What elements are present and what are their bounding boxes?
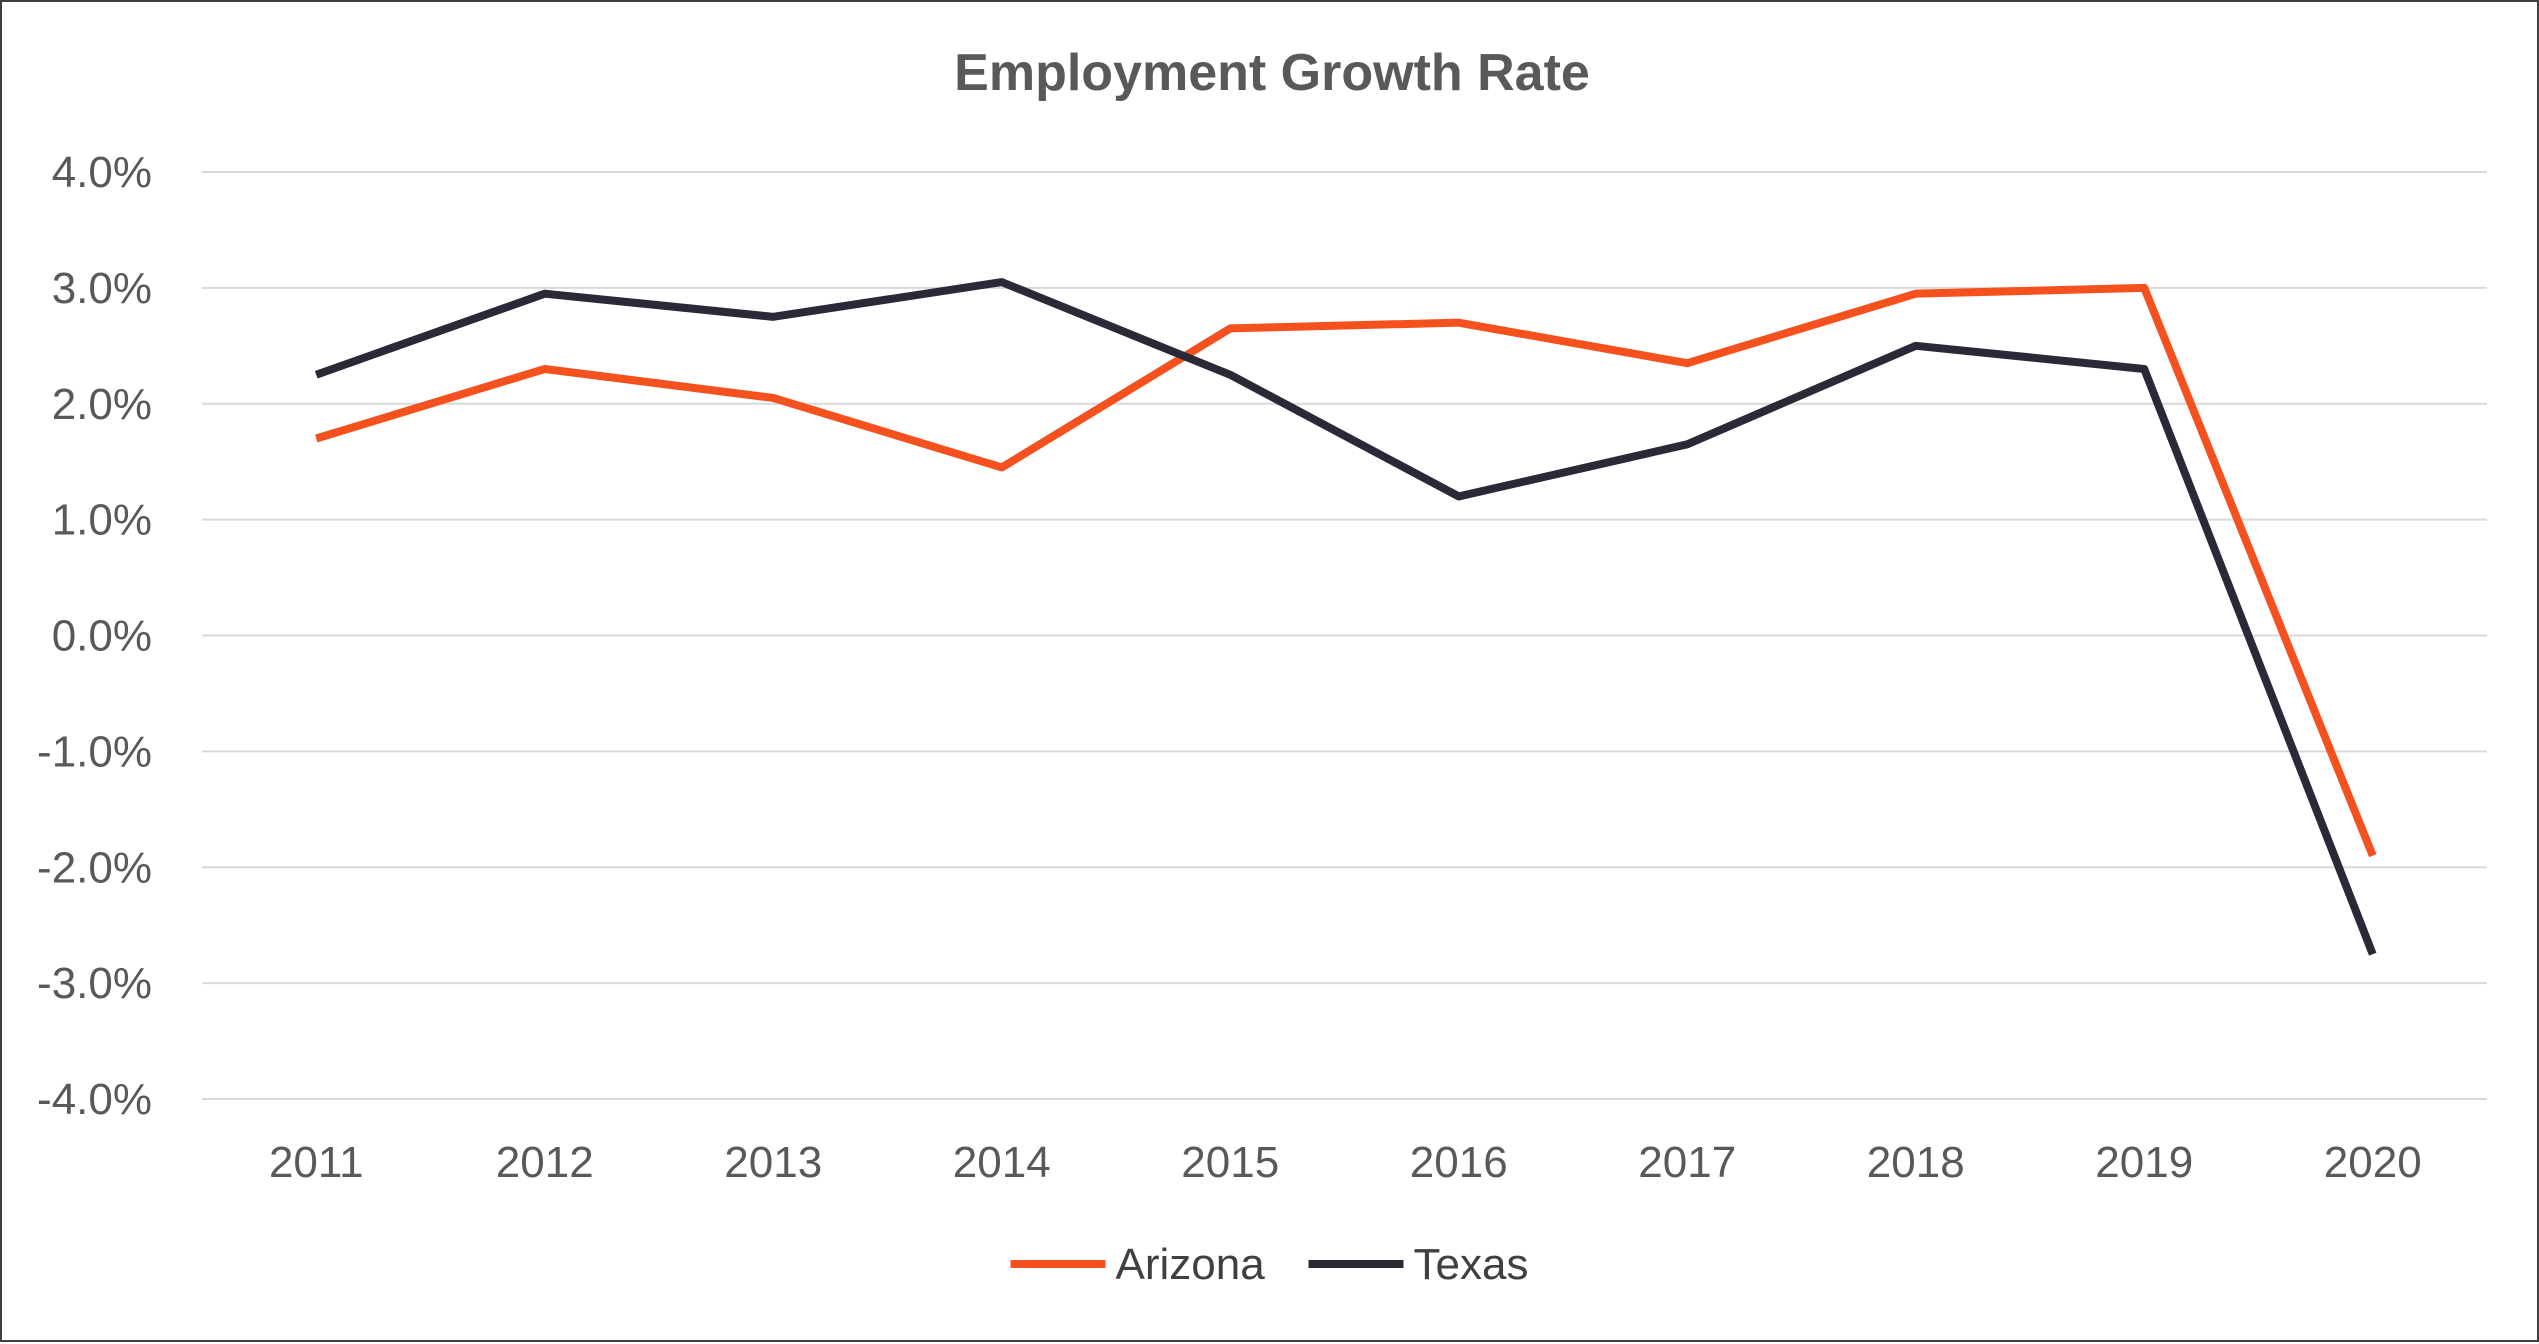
y-tick-label: 3.0%	[52, 264, 152, 313]
legend-label: Arizona	[1116, 1240, 1266, 1289]
series-line-texas	[314, 278, 2377, 956]
x-tick-label: 2011	[269, 1138, 364, 1187]
y-tick-label: -4.0%	[37, 1075, 152, 1124]
x-axis-ticks: 2011 2012 2013 2014 2015 2016 2017 2018 2019 2020	[269, 1138, 2422, 1187]
series-lines	[314, 278, 2377, 956]
series-line-arizona	[315, 283, 2377, 858]
y-tick-label: 2.0%	[52, 380, 152, 429]
x-tick-label: 2013	[724, 1138, 822, 1187]
x-tick-label: 2015	[1181, 1138, 1279, 1187]
legend-label: Texas	[1414, 1240, 1529, 1289]
x-tick-label: 2019	[2095, 1138, 2193, 1187]
x-tick-label: 2014	[953, 1138, 1051, 1187]
gridlines	[202, 171, 2487, 1100]
y-tick-label: -2.0%	[37, 843, 152, 892]
chart-title: Employment Growth Rate	[954, 44, 1590, 102]
x-tick-label: 2016	[1410, 1138, 1508, 1187]
x-tick-label: 2018	[1867, 1138, 1965, 1187]
x-tick-label: 2012	[496, 1138, 594, 1187]
legend-item-arizona: Arizona	[1010, 1240, 1266, 1289]
y-tick-label: 1.0%	[52, 496, 152, 545]
y-axis-ticks: 4.0% 3.0% 2.0% 1.0% 0.0% -1.0% -2.0% -3.0% -4.0%	[37, 148, 152, 1124]
y-tick-label: -1.0%	[37, 727, 152, 776]
x-tick-label: 2020	[2324, 1138, 2422, 1187]
y-tick-label: 0.0%	[52, 612, 152, 661]
y-tick-label: 4.0%	[52, 148, 152, 197]
legend-item-texas: Texas	[1308, 1240, 1529, 1289]
y-tick-label: -3.0%	[37, 959, 152, 1008]
legend: Arizona Texas	[1010, 1240, 1529, 1289]
x-tick-label: 2017	[1638, 1138, 1736, 1187]
